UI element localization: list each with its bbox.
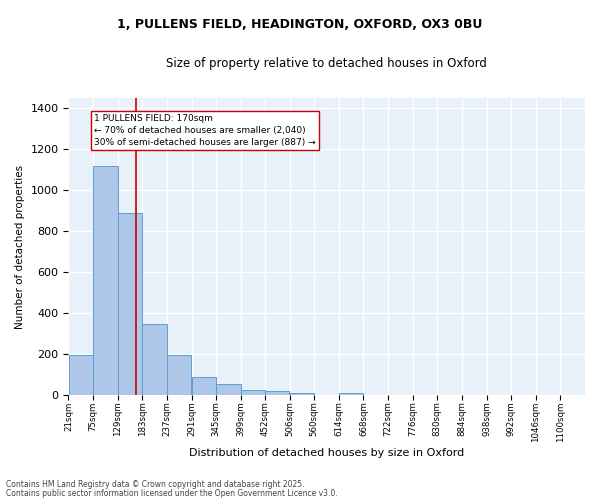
Bar — [118, 213, 142, 396]
Text: 1, PULLENS FIELD, HEADINGTON, OXFORD, OX3 0BU: 1, PULLENS FIELD, HEADINGTON, OXFORD, OX… — [118, 18, 482, 30]
Bar — [290, 392, 314, 396]
Bar — [68, 356, 93, 396]
Bar — [167, 356, 191, 396]
Text: Contains public sector information licensed under the Open Government Licence v3: Contains public sector information licen… — [6, 489, 338, 498]
Bar — [216, 384, 241, 396]
Text: 1 PULLENS FIELD: 170sqm
← 70% of detached houses are smaller (2,040)
30% of semi: 1 PULLENS FIELD: 170sqm ← 70% of detache… — [94, 114, 316, 147]
X-axis label: Distribution of detached houses by size in Oxford: Distribution of detached houses by size … — [189, 448, 464, 458]
Bar — [339, 393, 363, 396]
Text: Contains HM Land Registry data © Crown copyright and database right 2025.: Contains HM Land Registry data © Crown c… — [6, 480, 305, 489]
Bar — [191, 377, 216, 396]
Y-axis label: Number of detached properties: Number of detached properties — [15, 164, 25, 329]
Title: Size of property relative to detached houses in Oxford: Size of property relative to detached ho… — [166, 58, 487, 70]
Bar — [142, 324, 167, 396]
Bar — [93, 166, 118, 396]
Bar — [265, 391, 289, 396]
Bar — [241, 390, 265, 396]
